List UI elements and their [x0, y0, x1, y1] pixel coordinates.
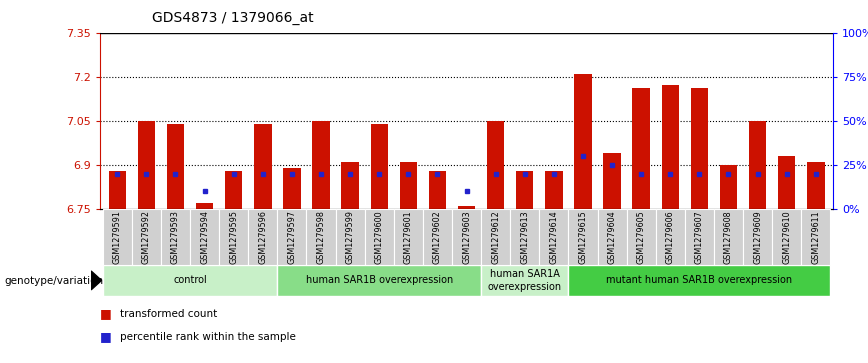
Bar — [773, 209, 801, 265]
Bar — [569, 265, 831, 296]
Bar — [429, 171, 446, 209]
Bar — [161, 209, 190, 265]
Text: GSM1279608: GSM1279608 — [724, 210, 733, 264]
Text: GSM1279596: GSM1279596 — [259, 210, 267, 264]
Polygon shape — [91, 271, 102, 290]
Bar — [487, 121, 504, 209]
Bar — [108, 171, 126, 209]
Bar — [132, 209, 161, 265]
Bar — [452, 209, 481, 265]
Bar — [714, 209, 743, 265]
Bar — [167, 124, 184, 209]
Bar — [603, 153, 621, 209]
Text: GSM1279598: GSM1279598 — [317, 210, 326, 264]
Text: GSM1279615: GSM1279615 — [578, 210, 588, 264]
Text: GSM1279602: GSM1279602 — [433, 210, 442, 264]
Text: GSM1279597: GSM1279597 — [287, 210, 296, 264]
Text: control: control — [174, 276, 207, 285]
Bar — [778, 156, 795, 209]
Bar — [283, 168, 300, 209]
Text: ■: ■ — [100, 330, 112, 343]
Bar — [196, 203, 214, 209]
Text: GSM1279604: GSM1279604 — [608, 210, 616, 264]
Bar — [743, 209, 773, 265]
Text: GSM1279610: GSM1279610 — [782, 210, 792, 264]
Text: human SAR1B overexpression: human SAR1B overexpression — [306, 276, 453, 285]
Text: mutant human SAR1B overexpression: mutant human SAR1B overexpression — [607, 276, 792, 285]
Bar — [510, 209, 539, 265]
Text: GSM1279603: GSM1279603 — [462, 210, 471, 264]
Bar — [102, 265, 278, 296]
Bar — [691, 89, 708, 209]
Text: GSM1279609: GSM1279609 — [753, 210, 762, 264]
Bar — [248, 209, 278, 265]
Text: GSM1279593: GSM1279593 — [171, 210, 180, 264]
Text: GSM1279601: GSM1279601 — [404, 210, 413, 264]
Text: GSM1279599: GSM1279599 — [345, 210, 355, 264]
Text: GDS4873 / 1379066_at: GDS4873 / 1379066_at — [152, 11, 313, 25]
Bar — [306, 209, 336, 265]
Text: ■: ■ — [100, 307, 112, 321]
Text: GSM1279595: GSM1279595 — [229, 210, 238, 264]
Bar — [539, 209, 569, 265]
Text: GSM1279605: GSM1279605 — [637, 210, 646, 264]
Bar — [685, 209, 714, 265]
Text: GSM1279607: GSM1279607 — [695, 210, 704, 264]
Bar — [312, 121, 330, 209]
Bar — [481, 265, 569, 296]
Bar — [749, 121, 766, 209]
Text: GSM1279614: GSM1279614 — [549, 210, 558, 264]
Bar — [371, 124, 388, 209]
Text: transformed count: transformed count — [120, 309, 217, 319]
Text: human SAR1A
overexpression: human SAR1A overexpression — [488, 269, 562, 291]
Text: genotype/variation: genotype/variation — [4, 276, 103, 286]
Text: percentile rank within the sample: percentile rank within the sample — [120, 332, 296, 342]
Bar — [720, 165, 737, 209]
Bar — [633, 89, 650, 209]
Bar — [569, 209, 597, 265]
Bar — [481, 209, 510, 265]
Bar — [278, 265, 481, 296]
Bar — [278, 209, 306, 265]
Bar — [254, 124, 272, 209]
Text: GSM1279600: GSM1279600 — [375, 210, 384, 264]
Bar — [138, 121, 155, 209]
Bar — [365, 209, 394, 265]
Text: GSM1279591: GSM1279591 — [113, 210, 122, 264]
Bar — [394, 209, 423, 265]
Bar — [225, 171, 242, 209]
Bar — [336, 209, 365, 265]
Bar — [399, 162, 417, 209]
Bar — [102, 209, 132, 265]
Text: GSM1279592: GSM1279592 — [141, 210, 151, 264]
Bar — [597, 209, 627, 265]
Text: GSM1279612: GSM1279612 — [491, 210, 500, 264]
Bar — [661, 86, 679, 209]
Bar — [801, 209, 831, 265]
Bar — [190, 209, 219, 265]
Bar — [627, 209, 655, 265]
Text: GSM1279611: GSM1279611 — [812, 210, 820, 264]
Bar — [516, 171, 534, 209]
Text: GSM1279594: GSM1279594 — [201, 210, 209, 264]
Text: GSM1279606: GSM1279606 — [666, 210, 674, 264]
Bar — [575, 74, 592, 209]
Bar — [545, 171, 562, 209]
Bar — [423, 209, 452, 265]
Bar — [219, 209, 248, 265]
Bar — [807, 162, 825, 209]
Bar — [655, 209, 685, 265]
Bar — [341, 162, 358, 209]
Text: GSM1279613: GSM1279613 — [520, 210, 529, 264]
Bar — [457, 206, 476, 209]
